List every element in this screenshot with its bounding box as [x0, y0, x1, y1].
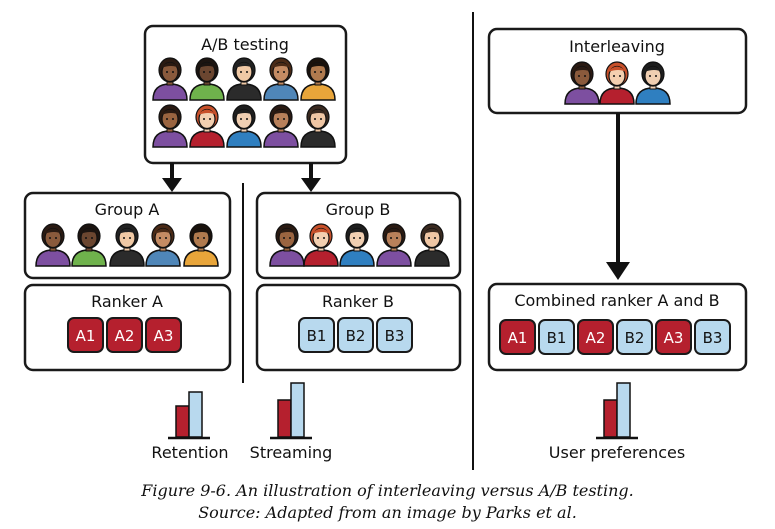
person-icon: [269, 223, 305, 267]
ranked-item-label: B3: [703, 329, 723, 347]
person-icon: [303, 223, 339, 267]
interleaving-people: [564, 61, 671, 105]
arrow-down-icon: [606, 262, 630, 280]
ranked-item-a1: A1: [499, 319, 536, 355]
ranked-item-label: B2: [346, 327, 366, 345]
ranked-item-a1: A1: [67, 317, 104, 353]
person-icon: [300, 57, 336, 101]
group-a-people: [35, 223, 219, 267]
ranker-b-title: Ranker B: [322, 292, 394, 311]
person-icon: [300, 104, 336, 148]
person-icon: [564, 61, 600, 105]
ranked-item-a2: A2: [577, 319, 614, 355]
person-icon: [339, 223, 375, 267]
ranked-item-label: B3: [385, 327, 405, 345]
person-icon: [152, 104, 188, 148]
group-b-title: Group B: [326, 200, 391, 219]
ranked-item-b1: B1: [538, 319, 575, 355]
bar-chart-icon: [270, 382, 312, 440]
person-icon: [635, 61, 671, 105]
ranked-item-label: A3: [664, 329, 684, 347]
group-a-title: Group A: [95, 200, 160, 219]
ranked-item-a3: A3: [145, 317, 182, 353]
ranked-item-label: B1: [307, 327, 327, 345]
ab-testing-title: A/B testing: [201, 35, 289, 54]
figure-caption: Figure 9-6. An illustration of interleav…: [141, 481, 634, 500]
person-icon: [376, 223, 412, 267]
ranked-item-label: B2: [625, 329, 645, 347]
interleaving-title: Interleaving: [569, 37, 665, 56]
ranked-item-b3: B3: [694, 319, 731, 355]
person-icon: [109, 223, 145, 267]
person-icon: [263, 57, 299, 101]
ranked-item-label: A3: [154, 327, 174, 345]
ranked-item-label: A1: [76, 327, 96, 345]
ranked-item-label: B1: [547, 329, 567, 347]
combined-ranker-items: A1 B1 A2 B2 A3 B3: [499, 319, 731, 355]
person-icon: [189, 57, 225, 101]
person-icon: [263, 104, 299, 148]
person-icon: [152, 57, 188, 101]
person-icon: [226, 57, 262, 101]
person-icon: [414, 223, 450, 267]
ranked-item-b2: B2: [337, 317, 374, 353]
person-icon: [189, 104, 225, 148]
ranked-item-a3: A3: [655, 319, 692, 355]
bar-chart-icon: [596, 382, 638, 440]
metric-retention-label: Retention: [151, 443, 228, 462]
ranked-item-a2: A2: [106, 317, 143, 353]
arrow-down-icon: [162, 178, 182, 192]
ranker-b-items: B1 B2 B3: [298, 317, 413, 353]
person-icon: [183, 223, 219, 267]
figure-source: Source: Adapted from an image by Parks e…: [198, 503, 577, 522]
ranked-item-label: A2: [586, 329, 606, 347]
ranker-a-items: A1 A2 A3: [67, 317, 182, 353]
ranked-item-b1: B1: [298, 317, 335, 353]
arrow-down-icon: [301, 178, 321, 192]
person-icon: [226, 104, 262, 148]
person-icon: [35, 223, 71, 267]
bar-chart-icon: [168, 391, 210, 440]
metric-streaming-label: Streaming: [250, 443, 333, 462]
combined-ranker-title: Combined ranker A and B: [514, 291, 719, 310]
metric-preferences-label: User preferences: [549, 443, 685, 462]
person-icon: [145, 223, 181, 267]
group-b-people: [269, 223, 450, 267]
ranked-item-label: A2: [115, 327, 135, 345]
person-icon: [599, 61, 635, 105]
person-icon: [71, 223, 107, 267]
ab-testing-people: [152, 57, 336, 148]
ranked-item-b2: B2: [616, 319, 653, 355]
ranked-item-label: A1: [508, 329, 528, 347]
ranked-item-b3: B3: [376, 317, 413, 353]
ranker-a-title: Ranker A: [91, 292, 163, 311]
